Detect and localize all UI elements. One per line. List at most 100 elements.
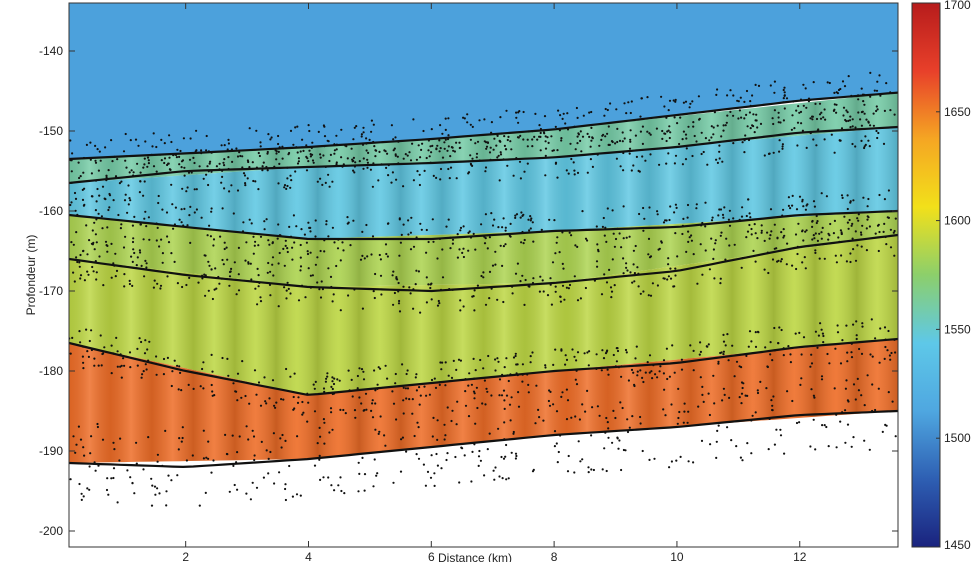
reflector-point bbox=[92, 270, 95, 273]
reflector-point bbox=[607, 427, 610, 430]
reflector-point bbox=[885, 82, 888, 85]
reflector-point bbox=[716, 124, 719, 127]
reflector-point bbox=[499, 151, 502, 154]
reflector-point bbox=[75, 443, 78, 446]
reflector-point bbox=[773, 80, 777, 83]
reflector-point bbox=[591, 137, 594, 140]
reflector-point bbox=[195, 188, 198, 191]
reflector-point bbox=[139, 251, 142, 254]
reflector-point bbox=[851, 118, 854, 121]
reflector-point bbox=[183, 174, 186, 177]
reflector-point bbox=[798, 331, 801, 334]
reflector-point bbox=[441, 156, 445, 159]
reflector-point bbox=[469, 162, 472, 165]
reflector-point bbox=[223, 144, 226, 147]
reflector-point bbox=[475, 386, 478, 389]
reflector-point bbox=[670, 460, 674, 463]
reflector-point bbox=[515, 454, 518, 458]
reflector-point bbox=[539, 149, 542, 152]
reflector-point bbox=[140, 264, 143, 267]
reflector-point bbox=[821, 226, 824, 229]
reflector-point bbox=[530, 217, 533, 220]
reflector-point bbox=[74, 197, 78, 200]
reflector-point bbox=[255, 129, 258, 132]
reflector-point bbox=[818, 232, 821, 235]
reflector-point bbox=[787, 204, 791, 207]
reflector-point bbox=[823, 257, 826, 260]
reflector-point bbox=[288, 225, 291, 228]
reflector-point bbox=[801, 129, 805, 132]
reflector-point bbox=[434, 386, 438, 389]
reflector-point bbox=[604, 135, 607, 138]
reflector-point bbox=[754, 232, 757, 235]
reflector-point bbox=[430, 378, 434, 382]
reflector-point bbox=[498, 179, 501, 182]
y-tick-label: -200 bbox=[39, 524, 63, 538]
reflector-point bbox=[374, 428, 377, 431]
reflector-point bbox=[363, 409, 366, 412]
reflector-point bbox=[565, 418, 569, 421]
reflector-point bbox=[115, 269, 119, 272]
reflector-point bbox=[565, 169, 568, 172]
reflector-point bbox=[840, 127, 844, 130]
reflector-point bbox=[818, 257, 821, 260]
reflector-point bbox=[455, 141, 458, 144]
reflector-point bbox=[330, 411, 333, 414]
reflector-point bbox=[211, 370, 214, 373]
reflector-point bbox=[811, 238, 814, 241]
reflector-point bbox=[326, 375, 329, 378]
reflector-point bbox=[76, 260, 79, 264]
reflector-point bbox=[699, 350, 703, 353]
reflector-point bbox=[875, 129, 878, 133]
reflector-point bbox=[600, 138, 603, 141]
reflector-point bbox=[405, 450, 408, 453]
reflector-point bbox=[328, 159, 331, 163]
reflector-point bbox=[516, 262, 520, 265]
reflector-point bbox=[252, 235, 255, 238]
reflector-point bbox=[471, 450, 474, 453]
reflector-point bbox=[548, 218, 551, 221]
x-tick-label: 4 bbox=[305, 550, 312, 562]
reflector-point bbox=[319, 153, 322, 156]
reflector-point bbox=[648, 206, 651, 209]
reflector-point bbox=[852, 248, 855, 251]
reflector-point bbox=[189, 205, 192, 208]
reflector-point bbox=[239, 154, 242, 158]
reflector-point bbox=[632, 263, 635, 266]
boundary-line-4 bbox=[69, 233, 898, 293]
reflector-point bbox=[396, 278, 399, 281]
reflector-point bbox=[472, 295, 475, 298]
reflector-point bbox=[361, 307, 364, 310]
reflector-point bbox=[309, 155, 312, 158]
reflector-point bbox=[686, 216, 689, 219]
reflector-point bbox=[810, 388, 813, 391]
reflector-point bbox=[266, 150, 269, 154]
reflector-point bbox=[182, 137, 185, 140]
reflector-point bbox=[642, 206, 645, 210]
reflector-point bbox=[210, 207, 213, 210]
x-axis-label: Distance (km) bbox=[438, 551, 512, 562]
reflector-point bbox=[475, 152, 479, 155]
reflector-point bbox=[94, 144, 97, 147]
reflector-point bbox=[160, 159, 163, 162]
reflector-point bbox=[402, 386, 405, 389]
reflector-point bbox=[544, 135, 547, 138]
reflector-point bbox=[823, 424, 826, 427]
reflector-point bbox=[733, 243, 736, 246]
reflector-point bbox=[371, 185, 374, 188]
reflector-point bbox=[654, 373, 657, 376]
reflector-point bbox=[249, 262, 252, 265]
reflector-point bbox=[643, 217, 646, 220]
reflector-point bbox=[700, 439, 704, 442]
reflector-point bbox=[802, 239, 805, 242]
reflector-point bbox=[218, 282, 221, 285]
reflector-point bbox=[741, 141, 744, 144]
reflector-point bbox=[227, 138, 230, 141]
reflector-point bbox=[576, 245, 579, 248]
reflector-point bbox=[253, 369, 257, 372]
reflector-point bbox=[847, 75, 850, 78]
reflector-point bbox=[878, 361, 881, 364]
reflector-point bbox=[97, 212, 100, 215]
reflector-point bbox=[96, 148, 99, 151]
reflector-point bbox=[297, 160, 300, 163]
